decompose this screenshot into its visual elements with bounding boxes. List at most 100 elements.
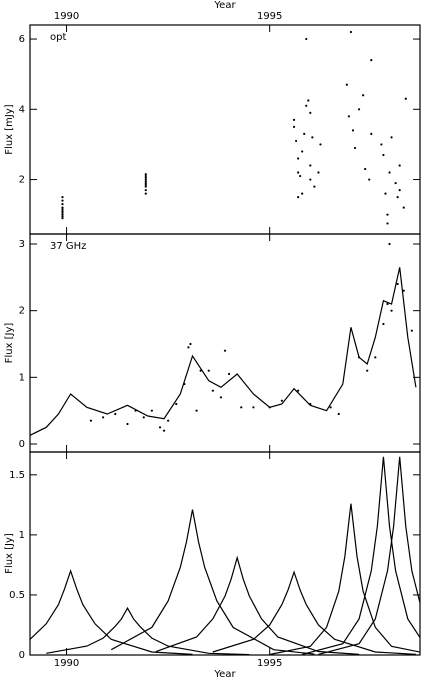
x-tick-label: 1995 [257, 11, 282, 22]
data-point [402, 289, 405, 292]
data-point [345, 83, 348, 86]
data-point [404, 97, 407, 100]
plot-area [30, 242, 417, 436]
data-point [158, 426, 162, 429]
data-point [144, 183, 147, 186]
data-point [292, 125, 296, 128]
data-point [102, 416, 105, 419]
data-point [162, 429, 166, 432]
y-tick-label: 6 [19, 34, 25, 45]
data-line [302, 456, 420, 655]
data-point [362, 94, 365, 97]
data-point [396, 196, 399, 199]
y-axis-label: Flux [Jy] [4, 533, 15, 574]
data-point [388, 171, 391, 174]
data-point [305, 104, 308, 107]
plot-frame [29, 233, 421, 453]
y-tick-label: 0 [19, 650, 25, 661]
y-tick-label: 3 [19, 239, 25, 250]
data-point [386, 222, 389, 225]
data-point [410, 329, 413, 332]
data-point [297, 157, 300, 160]
data-point [390, 136, 393, 139]
plot-area [61, 30, 407, 225]
data-point [347, 115, 351, 118]
data-point [211, 389, 214, 392]
data-point [187, 346, 190, 349]
data-point [144, 180, 147, 183]
panel-label: opt [50, 32, 66, 43]
data-point [297, 171, 300, 174]
data-point [144, 192, 147, 195]
data-point [313, 185, 316, 188]
data-point [61, 217, 64, 220]
data-line [110, 509, 315, 655]
data-point [380, 143, 383, 146]
data-point [309, 178, 312, 181]
data-line [30, 569, 193, 655]
data-point [89, 419, 93, 422]
data-point [319, 143, 322, 146]
data-point [219, 396, 223, 399]
data-point [311, 136, 314, 139]
data-point [390, 309, 393, 312]
data-point [384, 192, 387, 195]
x-axis-label: Year [213, 669, 236, 679]
data-point [189, 342, 192, 346]
data-line [155, 555, 360, 655]
data-point [309, 111, 312, 114]
y-tick-label: 4 [19, 104, 25, 115]
data-point [386, 302, 389, 306]
data-point [388, 242, 391, 246]
data-point [195, 409, 198, 412]
data-point [305, 37, 308, 41]
data-point [374, 356, 377, 359]
panel-label: 37 GHz [50, 241, 86, 252]
data-point [227, 372, 231, 376]
data-point [307, 99, 310, 102]
data-line [269, 503, 420, 655]
data-point [240, 406, 243, 409]
data-point [398, 188, 401, 192]
data-point [114, 412, 117, 416]
plot-frame [29, 451, 421, 656]
data-point [144, 174, 147, 178]
data-line [46, 606, 250, 655]
data-point [61, 196, 64, 199]
data-point [144, 173, 147, 176]
data-point [368, 178, 371, 181]
data-point [61, 211, 64, 215]
y-tick-label: 2 [19, 175, 25, 186]
y-tick-label: 2 [19, 306, 25, 317]
data-line [318, 456, 420, 655]
data-point [223, 349, 227, 352]
data-point [382, 153, 385, 157]
data-point [357, 108, 361, 111]
x-axis-label: Year [213, 0, 236, 11]
data-point [144, 185, 147, 188]
x-tick-label: 1990 [54, 658, 79, 669]
y-tick-label: 1.5 [9, 470, 25, 481]
data-point [337, 412, 340, 416]
data-point [61, 215, 64, 218]
data-point [142, 416, 145, 419]
data-point [61, 199, 64, 202]
data-point [301, 150, 304, 153]
data-point [150, 409, 153, 412]
y-tick-label: 0.5 [9, 590, 25, 601]
data-point [144, 178, 147, 181]
data-point [297, 196, 300, 199]
data-point [349, 30, 353, 34]
data-point [61, 206, 64, 209]
data-line [212, 570, 416, 655]
data-point [366, 369, 369, 372]
data-point [386, 213, 389, 216]
y-tick-label: 0 [19, 439, 25, 450]
data-point [252, 406, 255, 409]
data-point [297, 389, 300, 392]
data-point [396, 282, 399, 286]
data-point [280, 399, 283, 402]
y-axis-label: Flux [Jy] [4, 323, 15, 364]
data-point [317, 171, 320, 174]
data-point [398, 164, 401, 167]
